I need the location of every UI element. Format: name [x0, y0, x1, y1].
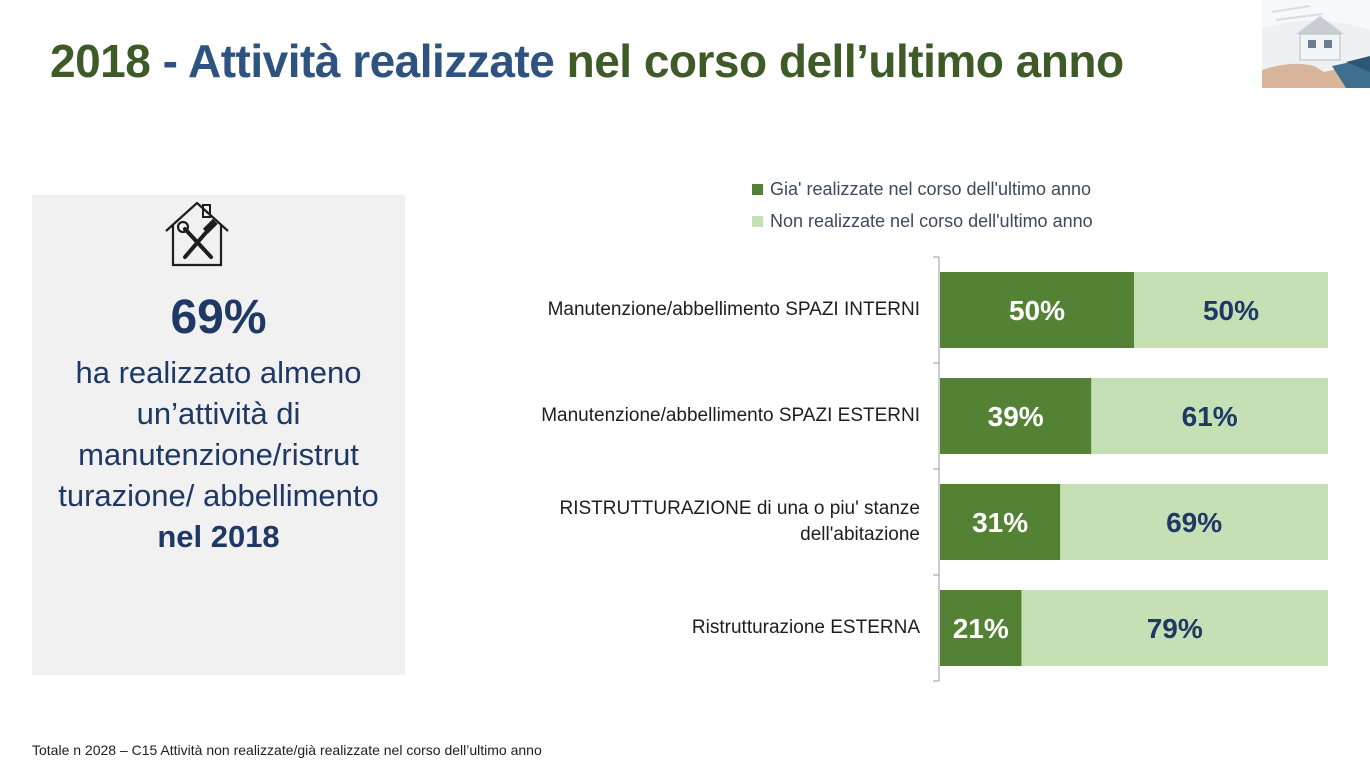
data-label-non-realizzate: 50% [1203, 295, 1259, 326]
house-tools-icon [165, 201, 229, 267]
data-label-non-realizzate: 61% [1182, 401, 1238, 432]
legend-swatch-non-realizzate [752, 215, 763, 227]
page-title: 2018 - Attività realizzate nel corso del… [50, 34, 1124, 88]
bar-realizzate [940, 378, 1092, 454]
chart-legend: Gia' realizzate nel corso dell'ultimo an… [752, 173, 1093, 237]
data-label-non-realizzate: 69% [1166, 507, 1222, 538]
stacked-bar-chart: 50% 50% 39% 61% 31% 69% 21% 79% Manutenzione/ab… [520, 255, 1340, 685]
bar-non-realizzate [1091, 378, 1328, 454]
bar-non-realizzate [1021, 590, 1328, 666]
legend-swatch-realizzate [752, 183, 763, 195]
kpi-description: ha realizzato almeno un’attività di manu… [32, 352, 405, 557]
legend-label-realizzate: Gia' realizzate nel corso dell'ultimo an… [770, 178, 1092, 199]
bar-realizzate [940, 484, 1061, 560]
footnote: Totale n 2028 – C15 Attività non realizz… [32, 742, 542, 758]
data-label-realizzate: 39% [988, 401, 1044, 432]
legend-label-non-realizzate: Non realizzate nel corso dell'ultimo ann… [770, 210, 1093, 231]
title-year: 2018 [50, 35, 151, 87]
category-label: Manutenzione/abbellimento SPAZI INTERNI [547, 299, 920, 320]
data-label-non-realizzate: 79% [1147, 613, 1203, 644]
title-dash: - [150, 35, 189, 87]
title-period: nel corso dell’ultimo anno [554, 35, 1124, 87]
data-label-realizzate: 21% [953, 613, 1009, 644]
kpi-percent: 69% [170, 291, 267, 344]
bar-non-realizzate [1060, 484, 1328, 560]
kpi-text-bold: nel 2018 [157, 519, 280, 554]
title-subject: Attività realizzate [188, 35, 555, 87]
bar-non-realizzate [1134, 272, 1328, 348]
bar-realizzate [940, 272, 1134, 348]
kpi-panel: 69% ha realizzato almeno un’attività di … [32, 195, 405, 675]
house-in-hands-photo [1262, 0, 1370, 88]
legend-item-non-realizzate: Non realizzate nel corso dell'ultimo ann… [752, 205, 1093, 237]
category-label: Manutenzione/abbellimento SPAZI ESTERNI [541, 405, 920, 426]
category-label: RISTRUTTURAZIONE di una o piu' stanze de… [559, 498, 920, 545]
category-label: Ristrutturazione ESTERNA [691, 617, 920, 638]
chart-plot: 50% 50% 39% 61% 31% 69% 21% 79% [933, 256, 1328, 682]
kpi-text-main: ha realizzato almeno un’attività di manu… [58, 355, 379, 513]
legend-item-realizzate: Gia' realizzate nel corso dell'ultimo an… [752, 173, 1093, 205]
bar-realizzate [940, 590, 1022, 666]
data-label-realizzate: 50% [1009, 295, 1065, 326]
data-label-realizzate: 31% [972, 507, 1028, 538]
